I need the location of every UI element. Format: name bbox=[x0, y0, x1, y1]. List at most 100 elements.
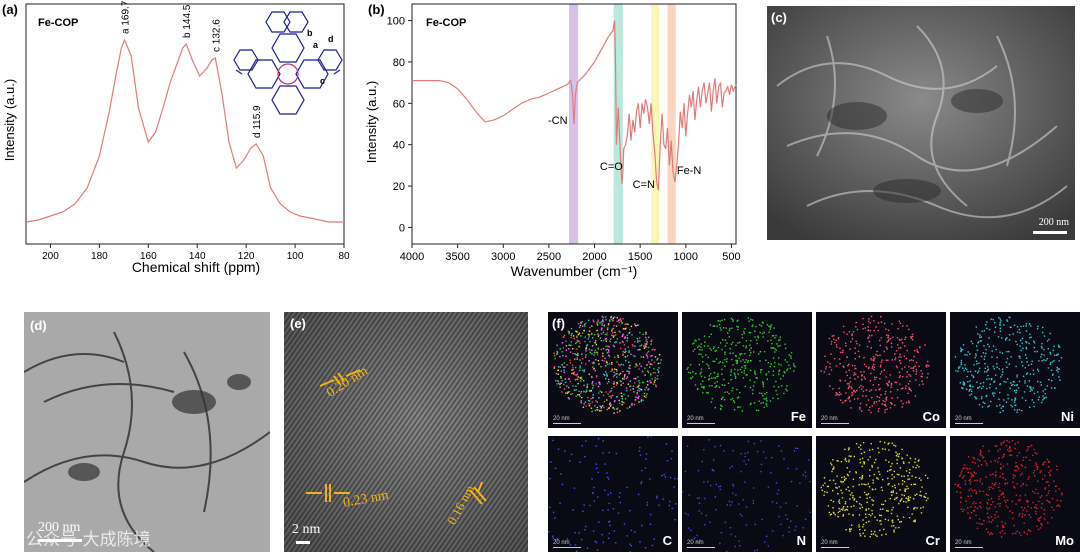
edx-dot bbox=[1017, 387, 1020, 389]
edx-dot bbox=[610, 370, 612, 372]
edx-dot bbox=[921, 375, 923, 378]
edx-dot bbox=[978, 522, 981, 525]
edx-dot bbox=[570, 334, 572, 336]
edx-dot bbox=[914, 350, 916, 352]
edx-dot bbox=[781, 385, 783, 387]
edx-dot bbox=[636, 396, 638, 399]
edx-dot bbox=[992, 393, 994, 395]
edx-dot bbox=[905, 401, 908, 404]
edx-dot bbox=[640, 344, 643, 346]
edx-dot bbox=[987, 503, 989, 505]
edx-dot bbox=[1037, 399, 1040, 401]
edx-dot bbox=[860, 388, 863, 390]
edx-dot bbox=[647, 436, 649, 438]
edx-dot bbox=[1033, 340, 1035, 342]
edx-dot bbox=[908, 400, 910, 402]
edx-dot bbox=[554, 358, 556, 360]
edx-dot bbox=[1020, 534, 1022, 537]
x-tick-label: 1500 bbox=[628, 251, 652, 263]
edx-dot bbox=[731, 397, 734, 400]
edx-dot bbox=[858, 446, 860, 448]
edx-dot bbox=[899, 467, 902, 469]
edx-dot bbox=[776, 493, 779, 495]
edx-dot bbox=[848, 363, 850, 366]
edx-dot bbox=[1018, 499, 1020, 501]
edx-dot bbox=[571, 332, 573, 335]
edx-dot bbox=[576, 339, 579, 342]
edx-dot bbox=[729, 527, 732, 529]
edx-dot bbox=[1014, 390, 1016, 392]
edx-dot bbox=[832, 507, 834, 509]
edx-dot bbox=[1006, 378, 1009, 380]
edx-dot bbox=[787, 467, 789, 470]
edx-dot bbox=[595, 383, 597, 385]
edx-dot bbox=[601, 324, 603, 326]
edx-dot bbox=[592, 361, 595, 363]
edx-dot bbox=[1002, 493, 1004, 495]
edx-dot bbox=[609, 340, 611, 343]
struct-label-b: b bbox=[307, 28, 313, 38]
edx-dot bbox=[737, 406, 739, 408]
edx-dot bbox=[707, 345, 709, 347]
edx-dot bbox=[594, 405, 596, 407]
edx-dot bbox=[905, 501, 907, 503]
edx-dot bbox=[854, 365, 856, 367]
edx-dot bbox=[962, 510, 964, 513]
edx-dot bbox=[619, 318, 622, 320]
edx-dot bbox=[873, 358, 875, 360]
edx-dot bbox=[647, 346, 650, 349]
edx-dot bbox=[980, 340, 982, 342]
edx-dot bbox=[644, 346, 646, 348]
edx-dot bbox=[1013, 401, 1016, 403]
edx-dot bbox=[888, 461, 890, 463]
edx-dot bbox=[887, 334, 889, 337]
edx-dot bbox=[591, 353, 593, 355]
edx-dot bbox=[914, 461, 916, 463]
edx-dot bbox=[976, 345, 978, 347]
edx-dot bbox=[782, 534, 784, 537]
edx-dot bbox=[849, 528, 851, 530]
edx-dot bbox=[979, 334, 981, 336]
edx-dot bbox=[1030, 388, 1032, 390]
edx-dot bbox=[576, 354, 578, 356]
edx-dot bbox=[867, 367, 870, 370]
edx-dot bbox=[884, 411, 886, 413]
edx-dot bbox=[989, 383, 991, 385]
panel-a: (a) Fe-COP Intensity (a.u.) Chemical shi… bbox=[0, 0, 360, 290]
edx-dot bbox=[844, 501, 847, 503]
edx-dot bbox=[563, 336, 565, 338]
edx-dot bbox=[1024, 466, 1027, 469]
edx-dot bbox=[769, 328, 771, 330]
edx-dot bbox=[1035, 513, 1037, 515]
edx-dot bbox=[589, 402, 592, 405]
x-tick-label: 1000 bbox=[674, 251, 698, 263]
edx-dot bbox=[862, 442, 865, 444]
edx-dot bbox=[863, 461, 865, 463]
edx-dot bbox=[1040, 523, 1043, 525]
edx-dot bbox=[891, 520, 893, 522]
edx-dot bbox=[880, 514, 882, 517]
edx-dot bbox=[563, 334, 566, 337]
edx-dot bbox=[886, 408, 888, 410]
edx-dot bbox=[592, 384, 594, 387]
edx-dot bbox=[838, 499, 841, 501]
edx-dot bbox=[674, 478, 676, 480]
edx-dot bbox=[594, 409, 596, 412]
edx-dot bbox=[896, 473, 899, 476]
edx-dot bbox=[573, 487, 576, 489]
edx-dot bbox=[1007, 394, 1009, 396]
edx-dot bbox=[779, 336, 781, 338]
edx-dot bbox=[595, 467, 598, 469]
edx-dot bbox=[1026, 510, 1028, 512]
edx-dot bbox=[636, 365, 639, 367]
edx-dot bbox=[1052, 349, 1055, 352]
edx-dot bbox=[714, 386, 716, 388]
edx-dot bbox=[893, 529, 895, 531]
edx-dot bbox=[607, 393, 609, 395]
edx-dot bbox=[582, 369, 584, 372]
edx-dot bbox=[1015, 465, 1017, 468]
edx-dot bbox=[968, 385, 971, 387]
edx-dot bbox=[601, 315, 603, 318]
edx-dot bbox=[626, 337, 629, 339]
edx-dot bbox=[1044, 487, 1047, 489]
